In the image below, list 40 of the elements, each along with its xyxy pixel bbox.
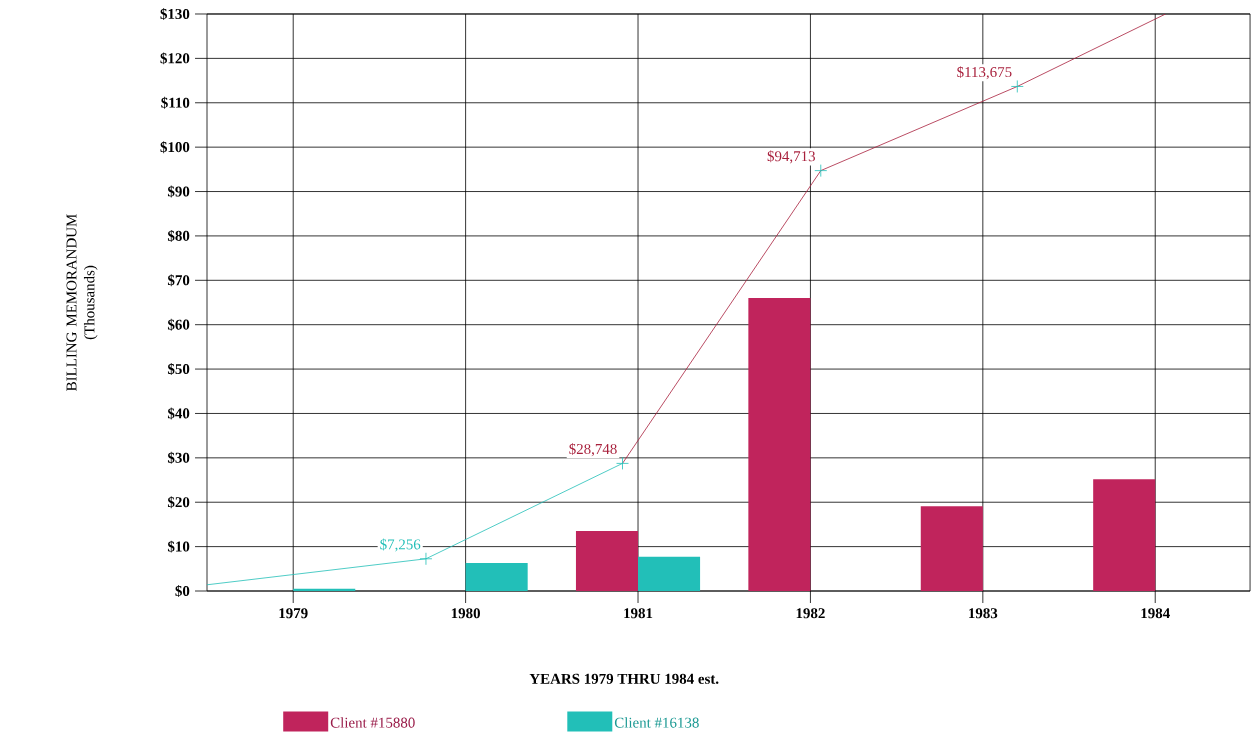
annotation: $7,256 (380, 538, 421, 552)
x-tick-label: 1979 (279, 608, 308, 619)
point (814, 164, 828, 178)
point (419, 552, 433, 566)
bar (293, 588, 356, 591)
legend-label: Client #16138 (614, 717, 699, 728)
x-tick-label: 1983 (969, 608, 998, 619)
x-tick-label: 1981 (624, 608, 653, 619)
y-tick-label: $10 (167, 540, 190, 553)
y-tick-label: $0 (175, 585, 190, 597)
bar (1093, 479, 1156, 591)
line-series (622, 14, 1166, 464)
x-tick-label: 1980 (451, 608, 480, 619)
y-tick-label: $70 (167, 274, 190, 287)
y-tick-label: $120 (160, 52, 190, 65)
x-tick-label: 1982 (796, 608, 825, 619)
annotation: $113,675 (957, 66, 1012, 80)
y-tick-label: $80 (167, 229, 190, 242)
bar (465, 563, 528, 591)
x-axis-title: YEARS 1979 THRU 1984 est. (529, 673, 719, 684)
annotation: $94,713 (767, 150, 815, 164)
x-tick-label: 1984 (1141, 608, 1170, 619)
y-tick-label: $90 (167, 185, 190, 198)
y-tick-label: $50 (167, 363, 190, 376)
y-tick-label: $100 (160, 141, 190, 154)
bar (638, 556, 701, 591)
y-tick-label: $60 (167, 318, 190, 331)
legend-label: Client #15880 (330, 717, 415, 728)
bar (575, 531, 639, 591)
y-tick-label: $40 (167, 407, 190, 420)
point (1010, 80, 1024, 93)
y-tick-label: $130 (160, 8, 190, 20)
bar (748, 298, 811, 591)
y-axis-title: BILLING MEMORANDUM (Thousands) (66, 214, 98, 391)
y-tick-label: $20 (167, 496, 190, 509)
annotation: $28,748 (569, 443, 617, 457)
bar (920, 506, 983, 591)
point (616, 457, 629, 470)
y-tick-label: $30 (167, 451, 190, 464)
y-tick-label: $110 (161, 96, 190, 109)
